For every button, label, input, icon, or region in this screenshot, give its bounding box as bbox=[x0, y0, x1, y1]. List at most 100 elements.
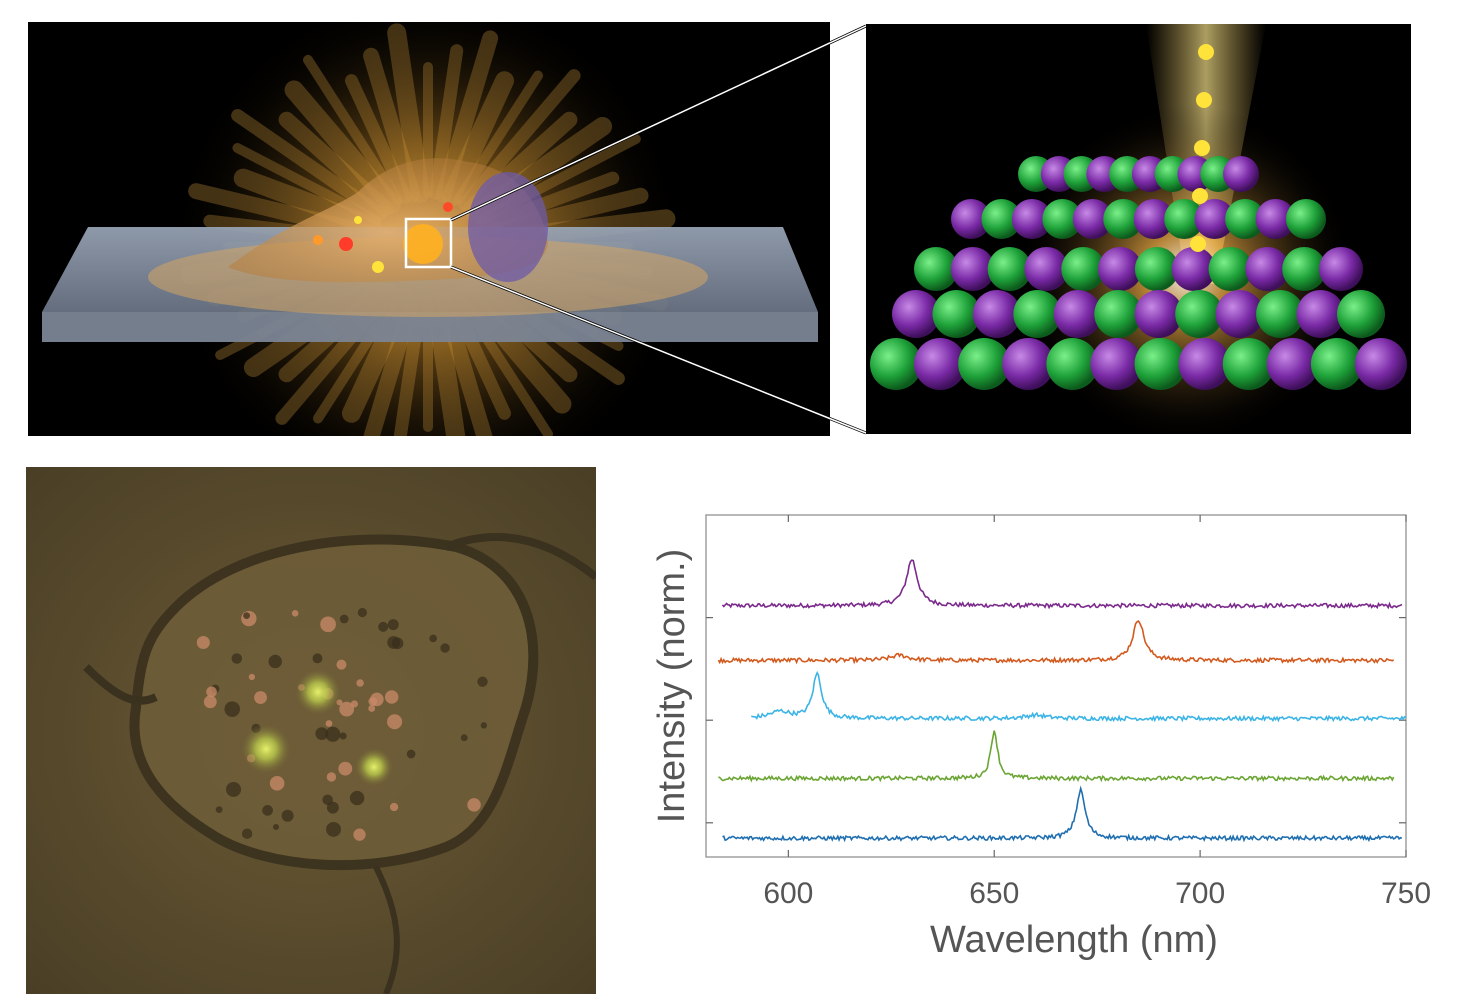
granule bbox=[338, 761, 353, 776]
series-lines bbox=[717, 559, 1407, 843]
lattice-atom bbox=[981, 199, 1022, 239]
lattice-atom bbox=[1337, 290, 1385, 338]
lattice-atom bbox=[951, 199, 991, 239]
lattice-atom bbox=[1223, 156, 1259, 192]
spectrum-blue bbox=[722, 785, 1403, 843]
y-axis-title: Intensity (norm.) bbox=[651, 549, 693, 824]
lattice-atom bbox=[1255, 199, 1296, 239]
granule bbox=[281, 809, 294, 822]
granule bbox=[326, 801, 339, 814]
beam-particle bbox=[1192, 188, 1208, 204]
granule bbox=[224, 701, 241, 717]
beam-particle bbox=[1198, 44, 1214, 60]
lattice-atom bbox=[1164, 199, 1205, 239]
lattice-atom bbox=[1134, 338, 1187, 390]
granule bbox=[429, 634, 437, 643]
granule bbox=[203, 695, 217, 709]
granule bbox=[460, 734, 468, 742]
lattice-atom bbox=[1046, 338, 1099, 390]
cell-illustration bbox=[28, 22, 830, 436]
granule bbox=[389, 802, 399, 812]
granule bbox=[368, 705, 376, 712]
granule bbox=[231, 653, 243, 664]
lattice-atom bbox=[1072, 199, 1113, 239]
x-tick-label: 750 bbox=[1381, 877, 1431, 910]
lattice-atom bbox=[1024, 247, 1069, 291]
lattice-atom bbox=[987, 247, 1032, 291]
granule bbox=[312, 653, 323, 664]
lattice-atom bbox=[1319, 247, 1363, 291]
granule bbox=[320, 616, 336, 633]
granule bbox=[349, 790, 365, 806]
lattice-atom bbox=[1011, 199, 1052, 239]
lattice-atom bbox=[1061, 247, 1106, 291]
granule bbox=[215, 806, 223, 814]
beam-particles bbox=[1190, 44, 1214, 252]
granule bbox=[339, 732, 347, 740]
lattice-atom bbox=[958, 338, 1011, 390]
lattice-atom bbox=[1215, 290, 1264, 338]
granule bbox=[272, 823, 280, 831]
granule bbox=[336, 659, 347, 670]
lattice-atom bbox=[1194, 199, 1235, 239]
granule bbox=[226, 781, 242, 797]
granule bbox=[357, 607, 367, 618]
lattice-atom bbox=[1245, 247, 1290, 291]
granule bbox=[467, 798, 481, 812]
x-tick-label: 600 bbox=[763, 877, 813, 910]
granule bbox=[406, 749, 416, 759]
lattice-atom bbox=[1171, 247, 1216, 291]
x-axis-title: Wavelength (nm) bbox=[930, 919, 1218, 961]
beam-particle bbox=[1190, 236, 1206, 252]
cell-granules bbox=[196, 607, 488, 841]
spectra-chart: 600 650 700 750 Wavelength (nm) Intensity (… bbox=[600, 490, 1460, 1000]
lattice-atom bbox=[1266, 338, 1319, 390]
granule bbox=[378, 621, 389, 632]
granule bbox=[387, 636, 401, 649]
lattice-atom bbox=[1098, 247, 1143, 291]
axis-ticks: 600 650 700 750 bbox=[706, 515, 1431, 910]
granule bbox=[353, 828, 366, 841]
spectrum-violet bbox=[721, 559, 1403, 610]
granule bbox=[339, 701, 355, 717]
granule bbox=[387, 714, 403, 730]
granule bbox=[477, 676, 488, 687]
lattice-illustration bbox=[866, 24, 1411, 434]
granule bbox=[254, 691, 267, 704]
lattice-atom bbox=[932, 290, 981, 338]
granule bbox=[241, 828, 253, 839]
lattice-atom bbox=[1256, 290, 1305, 338]
lattice-atom bbox=[1002, 338, 1055, 390]
lattice-atom bbox=[1208, 247, 1253, 291]
lattice-atom bbox=[1282, 247, 1327, 291]
lattice-atom bbox=[1133, 199, 1174, 239]
spectrum-green bbox=[718, 730, 1395, 783]
lattice-atom bbox=[1134, 247, 1179, 291]
lattice-atom bbox=[1310, 338, 1363, 390]
granule bbox=[291, 610, 299, 617]
lattice-atom bbox=[892, 290, 940, 338]
granule bbox=[325, 726, 341, 742]
beam-particle bbox=[1196, 92, 1212, 108]
granule bbox=[315, 727, 329, 740]
lattice-atom bbox=[1355, 338, 1407, 390]
lattice-atom bbox=[1103, 199, 1144, 239]
lattice-atom bbox=[1286, 199, 1326, 239]
lattice-atom bbox=[950, 247, 995, 291]
lattice-atom bbox=[1094, 290, 1143, 338]
granule bbox=[196, 635, 210, 650]
lattice-atom bbox=[1225, 199, 1266, 239]
granule bbox=[206, 686, 217, 698]
lattice-atom bbox=[1013, 290, 1062, 338]
granule bbox=[325, 720, 333, 727]
lattice-atom bbox=[870, 338, 922, 390]
x-tick-label: 650 bbox=[969, 877, 1019, 910]
lattice-atom bbox=[1042, 199, 1083, 239]
lattice-atom bbox=[914, 247, 958, 291]
granule bbox=[356, 679, 364, 687]
lattice-atom bbox=[1222, 338, 1275, 390]
microscopy-image bbox=[26, 467, 596, 994]
lattice-atom bbox=[1175, 290, 1224, 338]
granule bbox=[480, 722, 488, 729]
granule bbox=[370, 692, 384, 707]
